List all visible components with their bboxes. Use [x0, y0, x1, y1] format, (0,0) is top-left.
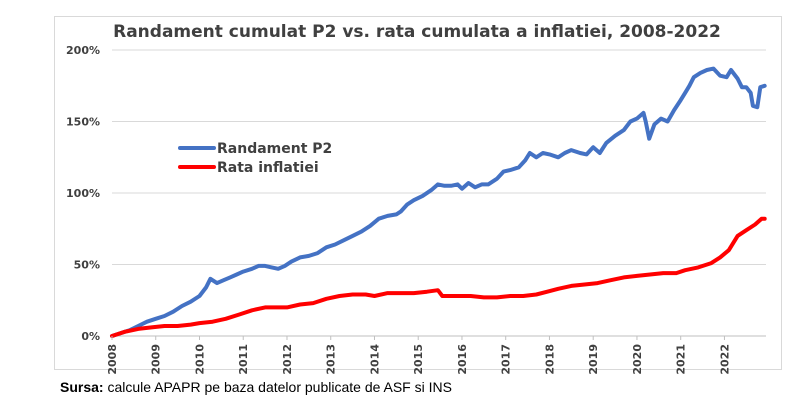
- x-tick-label: 2014: [368, 344, 381, 375]
- series-line: [110, 66, 767, 338]
- source-text: calcule APAPR pe baza datelor publicate …: [103, 379, 452, 395]
- x-tick-label: 2010: [193, 344, 206, 375]
- legend-label: Rata inflatiei: [217, 160, 319, 176]
- y-tick-label: 50%: [74, 259, 100, 272]
- source-label: Sursa:: [60, 379, 104, 395]
- source-note: Sursa: calcule APAPR pe baza datelor pub…: [60, 379, 452, 395]
- x-tick-label: 2012: [281, 344, 294, 375]
- y-tick-label: 200%: [66, 44, 100, 57]
- x-tick-label: 2015: [412, 344, 425, 375]
- x-tick-label: 2011: [237, 344, 250, 375]
- legend: Randament P2 Rata inflatiei: [178, 141, 332, 176]
- series-line: [110, 216, 767, 338]
- y-tick-label: 150%: [66, 116, 100, 129]
- y-tick-label: 100%: [66, 187, 100, 200]
- y-axis-ticks: 0% 50% 100% 150% 200%: [66, 44, 100, 343]
- series-layer: [110, 66, 767, 338]
- x-tick-label: 2009: [150, 344, 163, 375]
- x-tick-label: 2021: [675, 344, 688, 375]
- x-tick-label: 2008: [106, 344, 119, 375]
- y-tick-label: 0%: [81, 330, 100, 343]
- x-axis-ticks: 2008 2009 2010 2011 2012 2013 2014 2015 2016 2017…: [106, 336, 731, 375]
- x-tick-label: 2018: [543, 344, 556, 375]
- legend-label: Randament P2: [217, 141, 332, 157]
- x-tick-label: 2020: [631, 344, 644, 375]
- x-tick-label: 2022: [718, 344, 731, 375]
- x-tick-label: 2019: [587, 344, 600, 375]
- chart-title: Randament cumulat P2 vs. rata cumulata a…: [113, 22, 721, 42]
- x-tick-label: 2016: [456, 344, 469, 375]
- x-tick-label: 2013: [325, 344, 338, 375]
- x-tick-label: 2017: [500, 344, 513, 375]
